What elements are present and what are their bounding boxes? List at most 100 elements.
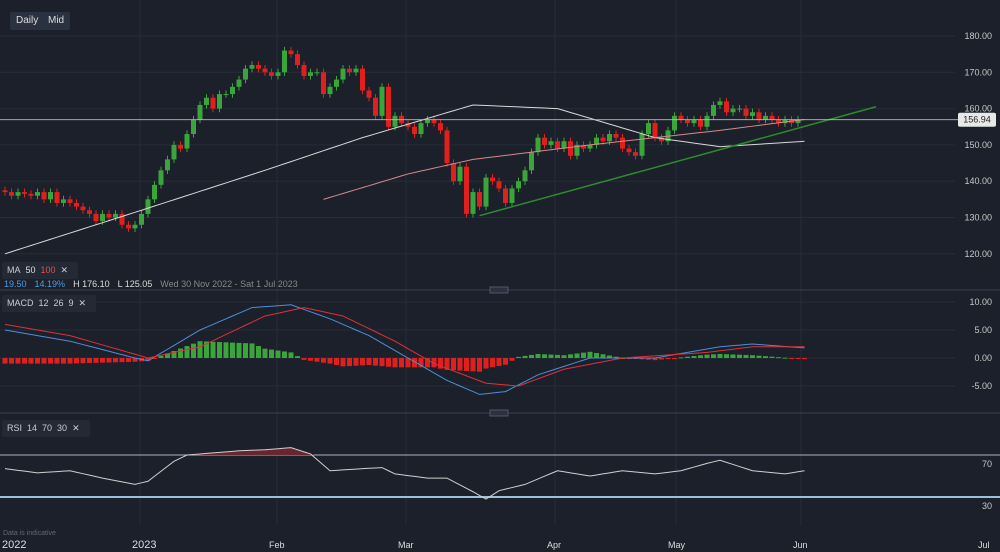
macd-histogram-bar <box>756 355 762 358</box>
candle <box>464 166 469 214</box>
candle <box>516 181 521 189</box>
macd-histogram-bar <box>9 358 14 364</box>
macd-histogram-bar <box>282 351 287 358</box>
candle <box>15 192 21 196</box>
candle <box>41 192 47 200</box>
x-tick-label: May <box>668 540 686 550</box>
candle <box>769 115 775 120</box>
macd-histogram-bar <box>243 343 248 358</box>
y-tick-label: 130.00 <box>964 213 992 223</box>
macd-histogram-bar <box>763 356 768 358</box>
candle <box>431 119 437 124</box>
macd-histogram-bar <box>353 358 359 366</box>
macd-histogram-bar <box>197 341 203 358</box>
macd-histogram-bar <box>223 342 229 358</box>
x-tick-label: Mar <box>398 540 414 550</box>
macd-histogram-bar <box>568 354 573 358</box>
candle <box>93 213 99 222</box>
macd-histogram-bar <box>490 358 495 368</box>
candle <box>600 137 606 142</box>
candle <box>561 141 567 149</box>
macd-histogram-bar <box>711 354 716 358</box>
macd-histogram-bar <box>672 358 677 359</box>
candle <box>113 213 118 218</box>
candle <box>236 79 242 87</box>
candle <box>386 86 391 127</box>
macd-signal[interactable]: 9 <box>68 298 74 308</box>
macd-histogram-bar <box>28 358 34 364</box>
rsi-tick-label: 30 <box>982 501 992 511</box>
macd-histogram-bar <box>321 358 326 363</box>
interval-button[interactable]: Daily <box>10 12 45 30</box>
candle <box>574 144 580 156</box>
macd-histogram-bar <box>782 357 788 359</box>
macd-histogram-bar <box>132 358 138 362</box>
resize-handle <box>489 409 509 417</box>
macd-histogram-bar <box>236 342 242 358</box>
candle <box>743 108 749 116</box>
macd-histogram-bar <box>191 343 196 358</box>
rsi-upper[interactable]: 70 <box>42 423 53 433</box>
macd-histogram-bar <box>496 358 502 366</box>
price-type-button[interactable]: Mid <box>42 12 71 30</box>
close-icon[interactable]: ✕ <box>72 423 80 433</box>
resize-handle <box>489 286 509 294</box>
candle <box>451 163 456 182</box>
rsi-lower[interactable]: 30 <box>57 423 68 433</box>
macd-fast[interactable]: 12 <box>38 298 49 308</box>
candle <box>730 108 736 113</box>
macd-histogram-bar <box>145 358 151 361</box>
candle <box>548 141 554 145</box>
rsi-tick-label: 70 <box>982 459 992 469</box>
macd-histogram-bar <box>80 358 86 364</box>
macd-histogram-bar <box>659 358 664 360</box>
low-value: L 125.05 <box>117 279 153 289</box>
macd-histogram-bar <box>691 356 697 358</box>
macd-histogram-bar <box>555 354 560 358</box>
macd-histogram-bar <box>399 358 404 368</box>
macd-line <box>4 304 805 395</box>
candle <box>581 144 586 149</box>
ma50-period[interactable]: 50 <box>25 265 36 275</box>
macd-histogram-bar <box>529 354 534 358</box>
candle <box>119 213 125 225</box>
candle <box>314 72 320 74</box>
date-range: Wed 30 Nov 2022 - Sat 1 Jul 2023 <box>160 279 298 289</box>
rsi-line <box>4 447 805 500</box>
macd-histogram-bar <box>106 358 112 363</box>
candle <box>756 112 762 120</box>
rsi-period[interactable]: 14 <box>27 423 38 433</box>
macd-slow[interactable]: 26 <box>53 298 64 308</box>
macd-histogram-bar <box>373 358 378 366</box>
macd-histogram-bar <box>119 358 125 363</box>
ma-legend: MA 50 100 ✕ <box>2 262 79 279</box>
macd-histogram-bar <box>74 358 79 364</box>
candle <box>425 119 430 124</box>
macd-histogram-bar <box>48 358 53 364</box>
macd-histogram-bar <box>509 358 515 361</box>
macd-histogram-bar <box>113 358 118 363</box>
macd-histogram-bar <box>22 358 27 364</box>
macd-histogram-bar <box>327 358 333 364</box>
close-icon[interactable]: ✕ <box>60 265 69 275</box>
candle <box>555 141 560 149</box>
macd-histogram-bar <box>477 358 482 372</box>
candle <box>366 90 372 98</box>
y-tick-label: 150.00 <box>964 140 992 150</box>
macd-histogram-bar <box>126 358 131 362</box>
macd-histogram-bar <box>542 354 547 358</box>
candle <box>334 79 339 87</box>
macd-histogram-bar <box>165 353 170 358</box>
macd-histogram-bar <box>639 358 645 360</box>
candle <box>392 115 398 127</box>
macd-histogram-bar <box>152 358 157 359</box>
macd-tick-label: 10.00 <box>969 297 992 307</box>
candle <box>145 199 151 214</box>
macd-histogram-bar <box>256 346 261 358</box>
candle <box>217 94 222 109</box>
ma100-period[interactable]: 100 <box>40 265 56 275</box>
macd-histogram-bar <box>35 358 40 364</box>
candle <box>587 144 593 149</box>
close-icon[interactable]: ✕ <box>78 298 87 308</box>
